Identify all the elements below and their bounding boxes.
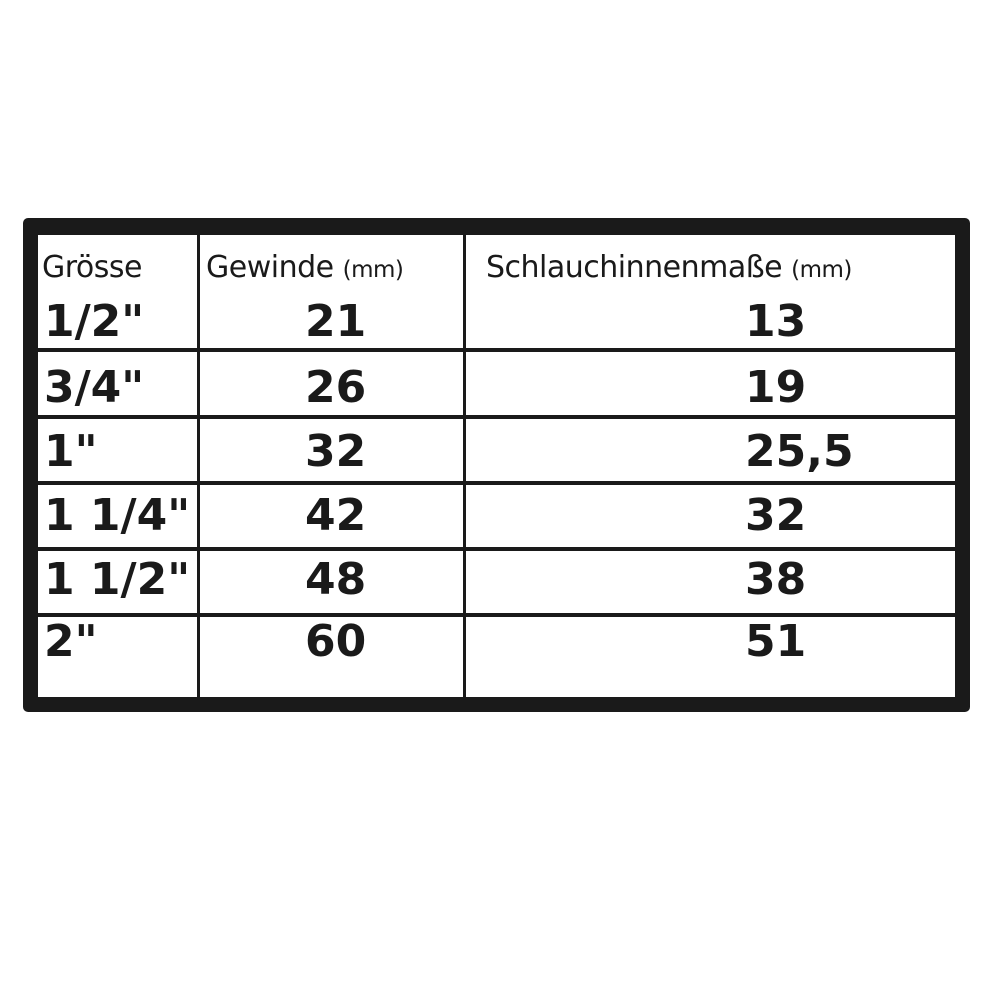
row-divider (38, 547, 955, 551)
column-divider (463, 235, 466, 697)
header-hose-inner: Schlauchinnenmaße (mm) (486, 253, 852, 283)
table-cell-size: 3/4" (44, 362, 145, 413)
table-cell-hose-inner: 32 (745, 490, 807, 541)
table-cell-size: 1 1/4" (44, 490, 191, 541)
header-unit: (mm) (791, 257, 852, 283)
table-cell-size: 1/2" (44, 296, 145, 347)
table-cell-thread: 32 (305, 426, 367, 477)
table-cell-thread: 26 (305, 362, 367, 413)
table-cell-hose-inner: 19 (745, 362, 807, 413)
column-divider (197, 235, 200, 697)
header-unit: (mm) (342, 257, 404, 283)
table-cell-thread: 42 (305, 490, 367, 541)
table-cell-thread: 60 (305, 616, 367, 667)
header-label: Gewinde (206, 250, 334, 285)
table-cell-hose-inner: 25,5 (745, 426, 854, 477)
header-thread: Gewinde (mm) (206, 250, 404, 285)
table-cell-hose-inner: 51 (745, 616, 807, 667)
header-size: Grösse (42, 250, 143, 285)
row-divider (38, 481, 955, 485)
table-cell-thread: 21 (305, 296, 367, 347)
table-body (38, 235, 955, 697)
header-label: Grösse (42, 250, 143, 285)
row-divider (38, 415, 955, 419)
row-divider (38, 348, 955, 352)
table-cell-size: 1 1/2" (44, 554, 191, 605)
table-cell-size: 1" (44, 426, 98, 477)
table-cell-thread: 48 (305, 554, 367, 605)
table-cell-hose-inner: 13 (745, 296, 807, 347)
table-cell-size: 2" (44, 616, 98, 667)
table-cell-hose-inner: 38 (745, 554, 807, 605)
header-label: Schlauchinnenmaße (486, 250, 783, 285)
row-divider (38, 613, 955, 617)
